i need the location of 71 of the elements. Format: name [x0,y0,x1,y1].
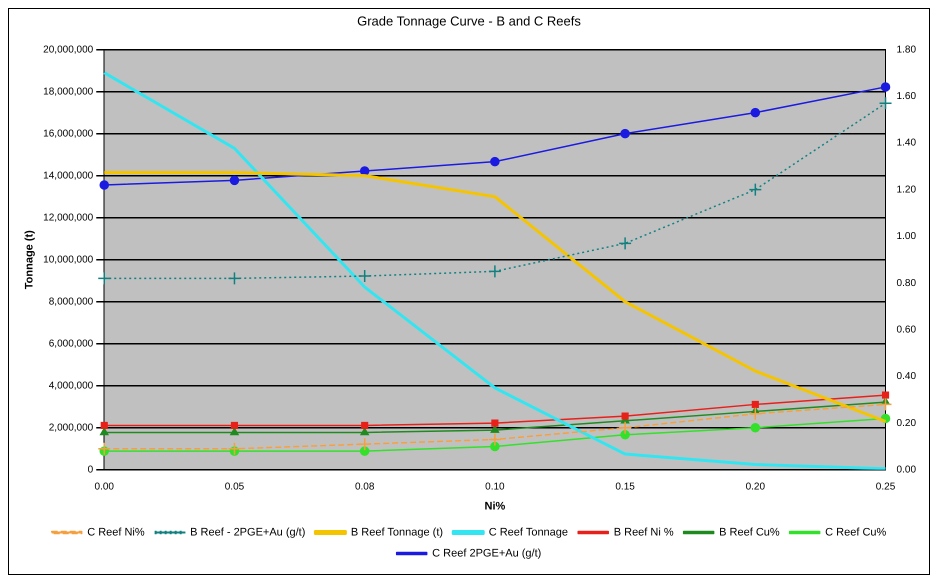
y2-tick-label: 0.60 [896,324,916,336]
x-tick-label: 0.05 [224,482,245,493]
point [488,432,502,446]
y-tick-label: 14,000,000 [43,170,94,182]
point [750,108,760,118]
point [880,82,890,92]
point [98,442,111,456]
x-axis-title: Ni% [484,500,506,512]
x-tick-label: 0.25 [876,482,896,493]
point [228,442,242,456]
x-tick-label: 0.10 [485,482,506,493]
point [878,398,892,412]
point [100,180,109,190]
y-tick-label: 10,000,000 [43,254,94,266]
point [882,392,890,399]
point [750,423,760,433]
point [491,420,498,427]
y2-tick-label: 0.80 [896,278,916,289]
y-tick-label: 8,000,000 [48,296,94,308]
legend-label: B Reef Tonnage (t) [350,526,444,539]
y-tick-label: 16,000,000 [43,128,94,140]
x-tick-label: 0.15 [615,482,636,493]
point [228,272,242,286]
legend-label: C Reef Cu% [825,526,887,539]
point [618,236,632,250]
point [490,442,500,452]
y2-tick-label: 1.60 [896,91,916,102]
x-tick-label: 0.00 [94,482,114,493]
point [622,412,629,420]
y2-tick-label: 1.80 [896,44,916,56]
point [878,96,892,110]
y2-tick-label: 1.00 [896,231,916,242]
y2-tick-label: 0.00 [896,464,916,476]
point [620,430,630,440]
legend-label: B Reef Ni % [614,526,674,539]
point [620,128,630,138]
y-tick-label: 18,000,000 [43,86,94,98]
legend-label: C Reef Ni% [87,526,145,539]
point [230,422,238,430]
point [488,264,502,278]
y-tick-label: 0 [88,464,94,476]
legend-label: C Reef 2PGE+Au (g/t) [432,548,542,560]
y2-tick-label: 1.20 [896,184,916,196]
point [100,422,108,430]
point [98,272,111,286]
y-tick-label: 4,000,000 [48,380,94,392]
point [360,446,370,456]
legend-label: C Reef Tonnage [488,526,568,539]
legend-label: B Reef - 2PGE+Au (g/t) [190,526,306,539]
point [360,166,370,176]
point [358,269,372,283]
y-tick-label: 6,000,000 [48,338,94,350]
point [748,407,762,421]
chart-title: Grade Tonnage Curve - B and C Reefs [357,13,582,28]
y-axis-title: Tonnage (t) [24,230,36,290]
point [752,400,759,408]
point [618,421,632,435]
point [490,156,500,166]
legend-label: B Reef Cu% [719,526,780,539]
y2-tick-label: 0.40 [896,371,916,382]
y-tick-label: 12,000,000 [43,212,94,224]
y-tick-label: 2,000,000 [48,422,94,434]
y-tick-label: 20,000,000 [43,44,94,56]
point [748,182,762,196]
x-tick-label: 0.20 [746,482,766,493]
point [358,437,372,451]
y2-tick-label: 1.40 [896,138,916,149]
y2-tick-label: 0.20 [896,418,916,429]
point [361,422,368,430]
x-tick-label: 0.08 [354,482,375,493]
point [230,176,240,186]
